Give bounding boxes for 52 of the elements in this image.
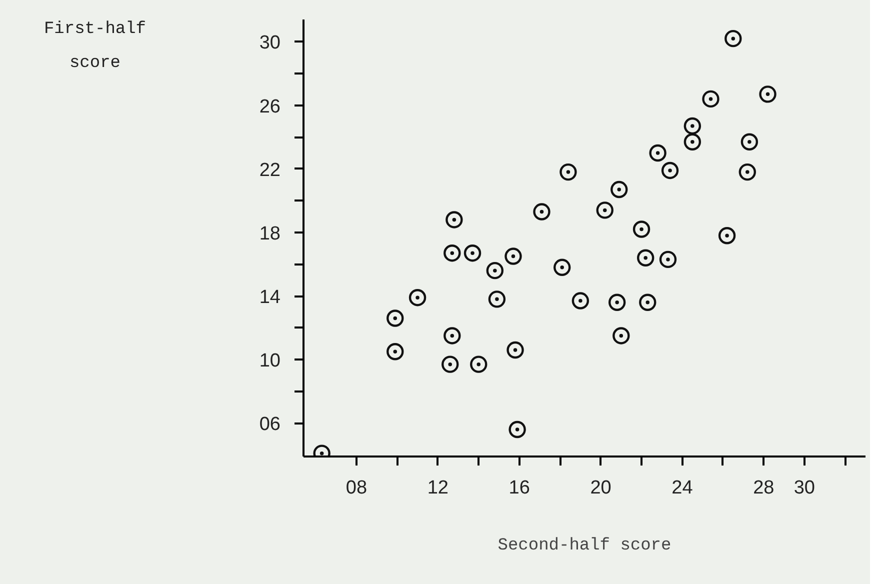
point [508, 420, 526, 438]
point [444, 244, 461, 262]
y-tick-label: 26 [259, 96, 281, 118]
y-tick-label: 06 [259, 414, 281, 436]
point [572, 292, 590, 310]
point [444, 327, 461, 344]
point [486, 262, 504, 280]
point [596, 202, 614, 219]
point [738, 163, 756, 181]
point [408, 289, 426, 306]
point [386, 310, 404, 327]
point [470, 356, 488, 373]
point [740, 133, 758, 150]
point [506, 341, 524, 359]
point [488, 290, 506, 308]
point [684, 117, 702, 135]
point [649, 144, 666, 162]
point [533, 203, 550, 220]
x-tick-label: 12 [427, 478, 448, 498]
point [724, 30, 742, 48]
point [386, 343, 404, 360]
x-tick-label: 08 [346, 478, 368, 498]
point [612, 327, 630, 344]
point [632, 220, 650, 238]
y-tick-label: 18 [259, 223, 281, 244]
x-tick-label: 24 [672, 478, 694, 498]
point [659, 250, 677, 268]
x-tick-label: 20 [590, 478, 612, 498]
point [684, 133, 702, 150]
point [759, 86, 776, 103]
point [554, 258, 571, 276]
x-tick-label: 16 [508, 478, 530, 498]
point [639, 294, 656, 311]
point [504, 248, 522, 265]
x-tick-label: 28 [753, 478, 774, 498]
y-tick-label: 10 [259, 350, 281, 372]
x-tick-label: 30 [794, 478, 815, 498]
point [442, 356, 459, 373]
y-tick-label: 14 [259, 287, 281, 308]
point [702, 90, 720, 108]
x-axis-title: Second-half score [498, 536, 672, 556]
point [661, 162, 679, 180]
y-tick-label: 30 [259, 32, 281, 54]
point [464, 244, 482, 262]
point [610, 180, 628, 198]
y-tick-label: 22 [259, 160, 281, 181]
point [636, 249, 654, 266]
point [560, 163, 577, 181]
text: First-half score [44, 19, 146, 75]
point [718, 227, 736, 244]
point [446, 211, 463, 228]
point [608, 294, 626, 311]
